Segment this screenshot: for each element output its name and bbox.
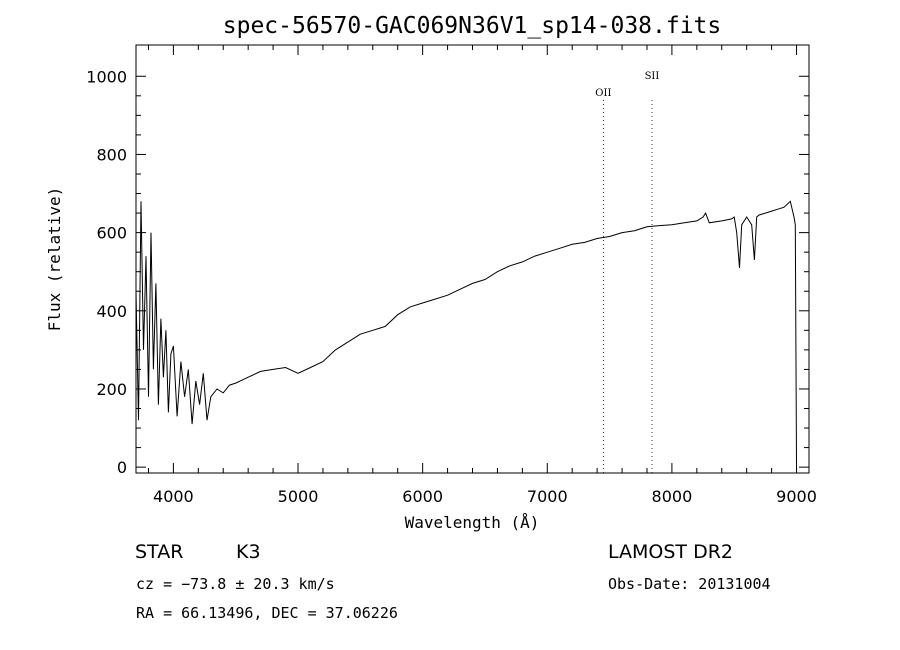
line-marker-label: SII — [645, 71, 660, 82]
x-tick-label: 8000 — [652, 487, 693, 506]
y-tick-label: 1000 — [86, 67, 127, 86]
y-tick-label: 400 — [96, 302, 127, 321]
y-tick-label: 0 — [117, 458, 127, 477]
y-tick-label: 200 — [96, 380, 127, 399]
plot-frame — [135, 44, 810, 474]
x-tick-label: 6000 — [402, 487, 443, 506]
object-subclass: K3 — [236, 541, 261, 563]
observation-date: Obs-Date: 20131004 — [608, 575, 771, 593]
coordinates: RA = 66.13496, DEC = 37.06226 — [136, 604, 398, 622]
line-marker-label: OII — [595, 88, 611, 99]
data-release: LAMOST DR2 — [608, 541, 733, 563]
line-annotations: OII SII — [595, 71, 659, 473]
x-tick-label: 9000 — [776, 487, 817, 506]
x-tick-label: 5000 — [278, 487, 319, 506]
x-tick-label: 4000 — [153, 487, 194, 506]
x-axis-label: Wavelength (Å) — [405, 513, 540, 532]
object-class: STAR — [135, 541, 184, 563]
x-tick-label: 7000 — [527, 487, 568, 506]
y-tick-label: 800 — [96, 145, 127, 164]
axis-ticks: 4000 5000 6000 7000 8000 9000 0 200 400 600 800 100… — [86, 45, 817, 506]
spectrum-line — [135, 200, 797, 464]
y-axis-label: Flux (relative) — [45, 187, 64, 332]
chart-title: spec-56570-GAC069N36V1_sp14-038.fits — [223, 13, 722, 39]
redshift-cz: cz = −73.8 ± 20.3 km/s — [136, 575, 335, 593]
y-tick-label: 600 — [96, 224, 127, 243]
